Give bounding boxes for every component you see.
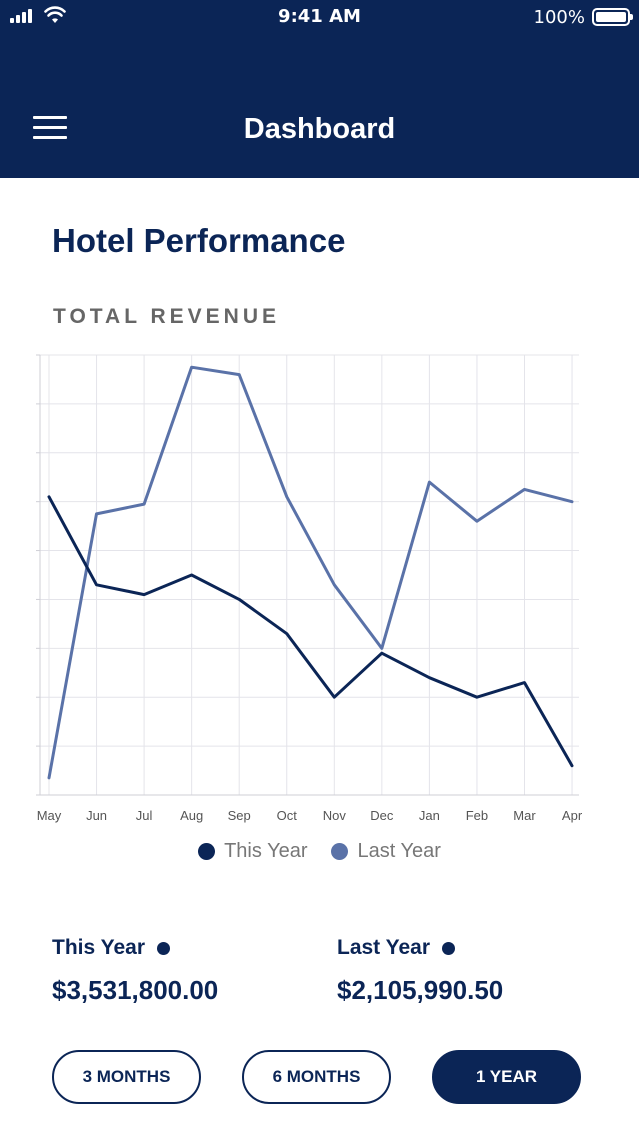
legend-dot-this-year: [198, 843, 216, 860]
legend-item-this-year: This Year: [198, 840, 307, 863]
this-year-total-value: $3,531,800.00: [52, 975, 219, 1005]
x-tick-label: Sep: [228, 808, 251, 823]
header-title: Dashboard: [243, 113, 396, 145]
x-tick-label: Jul: [136, 808, 153, 823]
x-tick-label: Dec: [370, 808, 394, 823]
legend-item-last-year: Last Year: [331, 840, 441, 863]
range-3-months-button[interactable]: 3 MONTHS: [52, 1050, 201, 1104]
x-tick-label: Jun: [86, 808, 107, 823]
x-tick-label: Apr: [562, 808, 583, 823]
x-tick-label: Oct: [277, 808, 298, 823]
legend-label-last-year: Last Year: [357, 840, 441, 862]
signal-icon: [10, 9, 32, 23]
hamburger-menu-icon[interactable]: [33, 116, 67, 142]
chart-legend: This Year Last Year: [0, 840, 639, 863]
page-title: Hotel Performance: [52, 222, 346, 259]
legend-dot-last-year: [331, 843, 349, 860]
this-year-total-label: This Year: [52, 936, 146, 959]
section-label: TOTAL REVENUE: [53, 305, 281, 328]
app-header: 9:41 AM 100% Dashboard: [0, 0, 639, 178]
x-tick-label: Jan: [419, 808, 440, 823]
battery-percentage: 100%: [533, 7, 585, 28]
last-year-total-value: $2,105,990.50: [337, 975, 504, 1005]
revenue-chart: May Jun Jul Aug Sep Oct Nov Dec Jan Feb Mar Apr: [36, 354, 583, 823]
wifi-icon: [44, 6, 66, 23]
x-tick-label: Nov: [323, 808, 347, 823]
x-tick-label: Feb: [466, 808, 488, 823]
series-line-last-year: [47, 365, 574, 780]
x-tick-label: Aug: [180, 808, 203, 823]
this-year-total: This Year $3,531,800.00: [52, 936, 218, 1006]
this-year-dot-icon: [157, 941, 171, 955]
status-bar: 9:41 AM 100%: [0, 0, 639, 36]
x-tick-label: Mar: [513, 808, 536, 823]
legend-label-this-year: This Year: [224, 840, 308, 862]
range-6-months-button[interactable]: 6 MONTHS: [242, 1050, 391, 1104]
last-year-dot-icon: [442, 941, 456, 955]
x-tick-label: May: [37, 808, 62, 823]
battery-icon: [592, 8, 633, 26]
last-year-total-label: Last Year: [337, 936, 431, 959]
series-line-this-year: [47, 495, 574, 768]
last-year-total: Last Year $2,105,990.50: [337, 936, 503, 1006]
range-1-year-button[interactable]: 1 YEAR: [432, 1050, 581, 1104]
status-time: 9:41 AM: [278, 6, 361, 27]
